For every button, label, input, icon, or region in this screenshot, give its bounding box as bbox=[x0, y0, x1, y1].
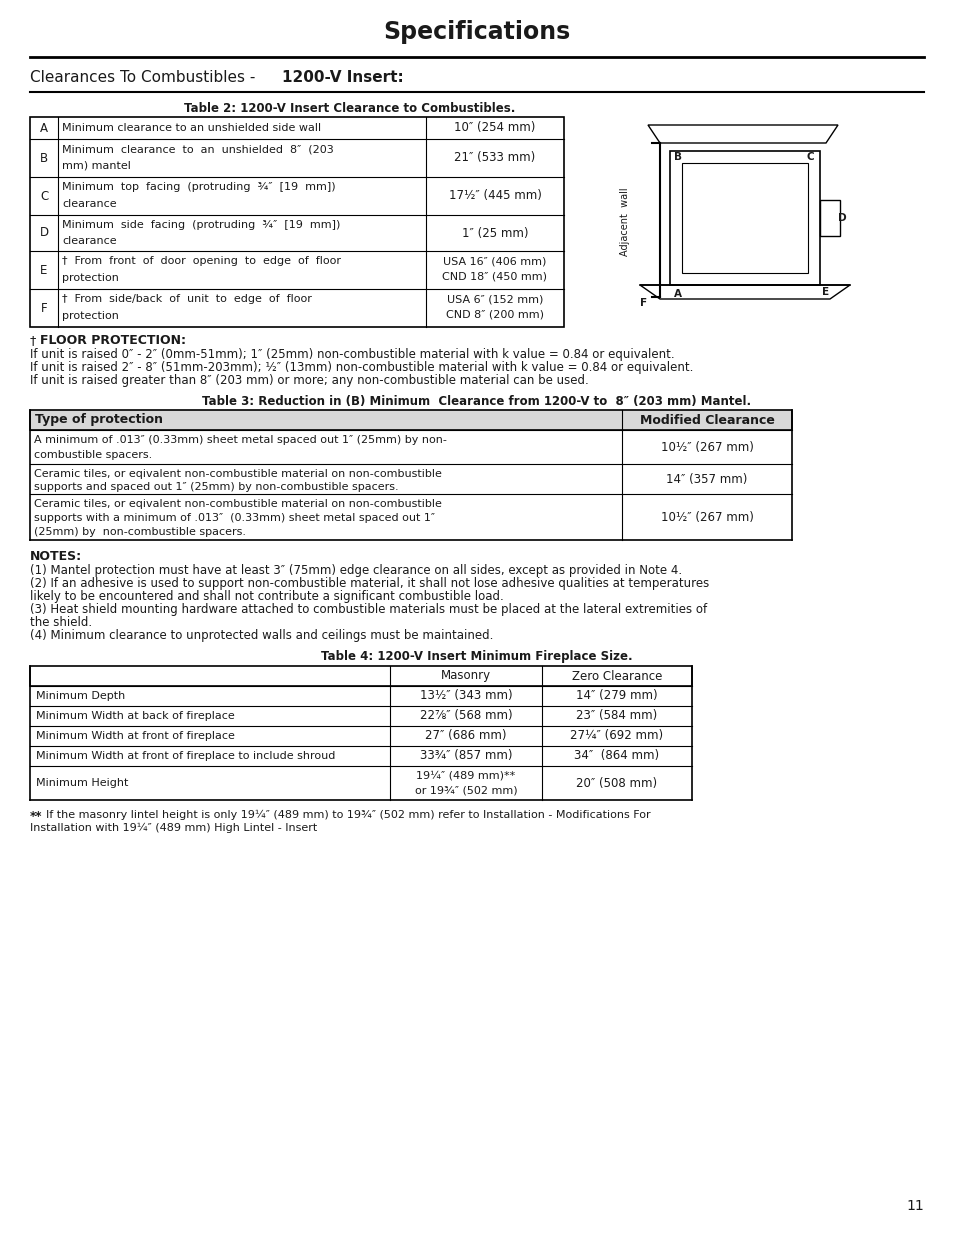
Text: 10½″ (267 mm): 10½″ (267 mm) bbox=[659, 510, 753, 524]
Text: E: E bbox=[40, 263, 48, 277]
Text: A minimum of .013″ (0.33mm) sheet metal spaced out 1″ (25mm) by non-: A minimum of .013″ (0.33mm) sheet metal … bbox=[34, 435, 446, 445]
Text: supports and spaced out 1″ (25mm) by non-combustible spacers.: supports and spaced out 1″ (25mm) by non… bbox=[34, 482, 398, 492]
Text: 19¼″ (489 mm)**: 19¼″ (489 mm)** bbox=[416, 771, 515, 781]
Text: USA 16″ (406 mm): USA 16″ (406 mm) bbox=[443, 256, 546, 266]
Text: Minimum clearance to an unshielded side wall: Minimum clearance to an unshielded side … bbox=[62, 124, 321, 133]
Text: (25mm) by  non-combustible spacers.: (25mm) by non-combustible spacers. bbox=[34, 527, 246, 537]
Text: 33¾″ (857 mm): 33¾″ (857 mm) bbox=[419, 750, 512, 762]
Text: 27¼″ (692 mm): 27¼″ (692 mm) bbox=[570, 730, 663, 742]
Text: D: D bbox=[39, 226, 49, 240]
Text: Modified Clearance: Modified Clearance bbox=[639, 414, 774, 426]
Text: Clearances To Combustibles -: Clearances To Combustibles - bbox=[30, 70, 260, 85]
Text: Minimum Width at back of fireplace: Minimum Width at back of fireplace bbox=[36, 711, 234, 721]
Text: Type of protection: Type of protection bbox=[35, 414, 163, 426]
Bar bbox=[820, 200, 840, 236]
Text: F: F bbox=[41, 301, 48, 315]
Text: A: A bbox=[673, 289, 681, 299]
Text: (2) If an adhesive is used to support non-combustible material, it shall not los: (2) If an adhesive is used to support no… bbox=[30, 577, 708, 590]
Text: protection: protection bbox=[62, 273, 119, 283]
Text: 20″ (508 mm): 20″ (508 mm) bbox=[576, 777, 657, 789]
Text: (1) Mantel protection must have at least 3″ (75mm) edge clearance on all sides, : (1) Mantel protection must have at least… bbox=[30, 564, 681, 577]
Text: Adjacent  wall: Adjacent wall bbox=[619, 188, 629, 257]
Text: 10″ (254 mm): 10″ (254 mm) bbox=[454, 121, 536, 135]
Text: USA 6″ (152 mm): USA 6″ (152 mm) bbox=[446, 294, 542, 304]
Text: Specifications: Specifications bbox=[383, 20, 570, 44]
Text: Masonry: Masonry bbox=[440, 669, 491, 683]
Text: FLOOR PROTECTION:: FLOOR PROTECTION: bbox=[40, 333, 186, 347]
Text: clearance: clearance bbox=[62, 199, 116, 209]
Text: Minimum Width at front of fireplace: Minimum Width at front of fireplace bbox=[36, 731, 234, 741]
Text: Zero Clearance: Zero Clearance bbox=[571, 669, 661, 683]
Text: †  From  front  of  door  opening  to  edge  of  floor: † From front of door opening to edge of … bbox=[62, 256, 340, 266]
Text: 14″ (357 mm): 14″ (357 mm) bbox=[665, 473, 747, 485]
Text: Minimum  side  facing  (protruding  ¾″  [19  mm]): Minimum side facing (protruding ¾″ [19 m… bbox=[62, 220, 340, 230]
Text: clearance: clearance bbox=[62, 236, 116, 246]
Text: CND 18″ (450 mm): CND 18″ (450 mm) bbox=[442, 272, 547, 282]
Text: Minimum Height: Minimum Height bbox=[36, 778, 129, 788]
Text: 1″ (25 mm): 1″ (25 mm) bbox=[461, 226, 528, 240]
Text: If unit is raised 0″ - 2″ (0mm-51mm); 1″ (25mm) non-combustible material with k : If unit is raised 0″ - 2″ (0mm-51mm); 1″… bbox=[30, 348, 674, 361]
Text: 13½″ (343 mm): 13½″ (343 mm) bbox=[419, 689, 512, 703]
Text: If unit is raised greater than 8″ (203 mm) or more; any non-combustible material: If unit is raised greater than 8″ (203 m… bbox=[30, 374, 588, 387]
Text: C: C bbox=[805, 152, 813, 162]
Bar bbox=[669, 151, 820, 285]
Text: combustible spacers.: combustible spacers. bbox=[34, 450, 152, 459]
Text: 34″  (864 mm): 34″ (864 mm) bbox=[574, 750, 659, 762]
Bar bbox=[681, 163, 807, 273]
Text: Table 2: 1200-V Insert Clearance to Combustibles.: Table 2: 1200-V Insert Clearance to Comb… bbox=[184, 103, 516, 115]
Bar bbox=[30, 117, 563, 327]
Text: protection: protection bbox=[62, 310, 119, 321]
Text: †: † bbox=[30, 333, 40, 347]
Text: C: C bbox=[40, 189, 48, 203]
Text: the shield.: the shield. bbox=[30, 616, 92, 629]
Text: Minimum Depth: Minimum Depth bbox=[36, 692, 125, 701]
Text: CND 8″ (200 mm): CND 8″ (200 mm) bbox=[446, 309, 543, 319]
Text: F: F bbox=[639, 298, 647, 308]
Bar bbox=[30, 666, 691, 685]
Text: mm) mantel: mm) mantel bbox=[62, 161, 131, 170]
Text: A: A bbox=[40, 121, 48, 135]
Text: B: B bbox=[673, 152, 681, 162]
Text: Ceramic tiles, or eqivalent non-combustible material on non-combustible: Ceramic tiles, or eqivalent non-combusti… bbox=[34, 469, 441, 479]
Text: Installation with 19¼″ (489 mm) High Lintel - Insert: Installation with 19¼″ (489 mm) High Lin… bbox=[30, 823, 317, 834]
Text: likely to be encountered and shall not contribute a significant combustible load: likely to be encountered and shall not c… bbox=[30, 590, 503, 603]
Text: 11: 11 bbox=[905, 1199, 923, 1213]
Text: or 19¾″ (502 mm): or 19¾″ (502 mm) bbox=[415, 785, 517, 795]
Text: NOTES:: NOTES: bbox=[30, 550, 82, 563]
Text: Table 4: 1200-V Insert Minimum Fireplace Size.: Table 4: 1200-V Insert Minimum Fireplace… bbox=[321, 650, 632, 663]
Text: Ceramic tiles, or eqivalent non-combustible material on non-combustible: Ceramic tiles, or eqivalent non-combusti… bbox=[34, 499, 441, 509]
Text: 23″ (584 mm): 23″ (584 mm) bbox=[576, 709, 657, 722]
Text: 22⅞″ (568 mm): 22⅞″ (568 mm) bbox=[419, 709, 512, 722]
Text: supports with a minimum of .013″  (0.33mm) sheet metal spaced out 1″: supports with a minimum of .013″ (0.33mm… bbox=[34, 513, 435, 522]
Text: If unit is raised 2″ - 8″ (51mm-203mm); ½″ (13mm) non-combustible material with : If unit is raised 2″ - 8″ (51mm-203mm); … bbox=[30, 361, 693, 374]
Text: Table 3: Reduction in (B) Minimum  Clearance from 1200-V to  8″ (203 mm) Mantel.: Table 3: Reduction in (B) Minimum Cleara… bbox=[202, 395, 751, 408]
Text: Minimum  top  facing  (protruding  ¾″  [19  mm]): Minimum top facing (protruding ¾″ [19 mm… bbox=[62, 182, 335, 191]
Text: Minimum Width at front of fireplace to include shroud: Minimum Width at front of fireplace to i… bbox=[36, 751, 335, 761]
Text: E: E bbox=[821, 287, 829, 296]
Text: (3) Heat shield mounting hardware attached to combustible materials must be plac: (3) Heat shield mounting hardware attach… bbox=[30, 603, 706, 616]
Text: Minimum  clearance  to  an  unshielded  8″  (203: Minimum clearance to an unshielded 8″ (2… bbox=[62, 144, 334, 154]
Text: 1200-V Insert:: 1200-V Insert: bbox=[282, 70, 403, 85]
Text: 14″ (279 mm): 14″ (279 mm) bbox=[576, 689, 658, 703]
Text: 17½″ (445 mm): 17½″ (445 mm) bbox=[448, 189, 541, 203]
Text: 21″ (533 mm): 21″ (533 mm) bbox=[454, 152, 535, 164]
Text: B: B bbox=[40, 152, 48, 164]
Text: D: D bbox=[837, 212, 845, 224]
Text: 10½″ (267 mm): 10½″ (267 mm) bbox=[659, 441, 753, 453]
Bar bbox=[30, 410, 791, 430]
Text: †  From  side/back  of  unit  to  edge  of  floor: † From side/back of unit to edge of floo… bbox=[62, 294, 312, 304]
Text: **: ** bbox=[30, 810, 43, 823]
Text: 27″ (686 mm): 27″ (686 mm) bbox=[425, 730, 506, 742]
Text: (4) Minimum clearance to unprotected walls and ceilings must be maintained.: (4) Minimum clearance to unprotected wal… bbox=[30, 629, 493, 642]
Text: If the masonry lintel height is only 19¼″ (489 mm) to 19¾″ (502 mm) refer to Ins: If the masonry lintel height is only 19¼… bbox=[46, 810, 650, 820]
